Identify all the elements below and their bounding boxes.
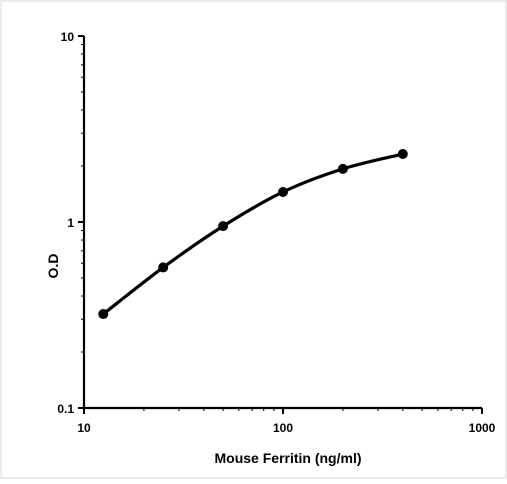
x-ticks-group: 10 100 1000 [77,408,496,435]
y-tick-label: 0.1 [57,402,74,416]
series-points-group [98,149,408,320]
x-axis-label: Mouse Ferritin (ng/ml) [215,450,362,466]
y-axis-label: O.D [45,254,61,279]
y-ticks-group: 0.1 1 10 [57,30,84,416]
data-point [158,262,169,273]
x-tick-label: 1000 [469,421,496,435]
data-point [98,309,109,320]
x-tick-label: 10 [77,421,91,435]
data-point [397,149,408,160]
y-tick-label: 10 [61,30,75,44]
x-tick-label: 100 [273,421,293,435]
data-point [278,186,288,197]
y-tick-label: 1 [67,216,74,230]
data-point [337,163,348,174]
data-point [218,221,229,232]
